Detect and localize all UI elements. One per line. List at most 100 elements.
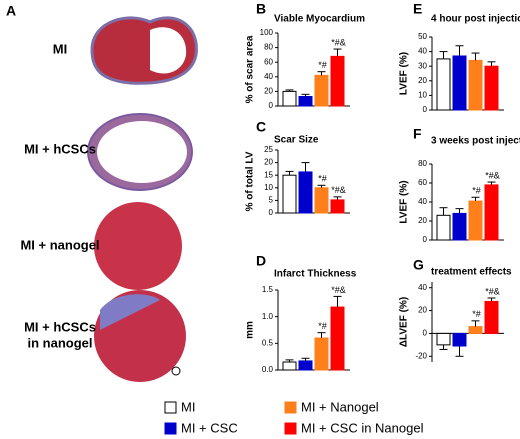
marker <box>171 366 181 376</box>
y-axis-label: LVEF (%) <box>399 180 410 223</box>
y-tick-label: 10 <box>264 183 273 192</box>
bar <box>436 214 451 241</box>
y-tick-label: 0 <box>423 235 428 244</box>
y-tick-label: 0.0 <box>262 365 274 374</box>
y-axis-label: mm <box>245 321 256 339</box>
y-tick-label: 40 <box>264 72 273 81</box>
bar <box>484 184 499 241</box>
legend-swatch <box>164 422 177 435</box>
y-tick-label: 5 <box>269 196 274 205</box>
bar <box>314 187 329 214</box>
legend-label: MI + CSC in Nanogel <box>301 420 424 435</box>
legend-swatch <box>284 422 297 435</box>
y-tick-label: 60 <box>418 178 427 187</box>
chart-title: Infarct Thickness <box>274 269 357 280</box>
tissue <box>100 294 160 330</box>
panel-letter: C <box>256 119 266 135</box>
row-label: MI + hCSCs <box>24 141 96 156</box>
bar <box>436 332 451 346</box>
y-tick-label: 20 <box>264 158 273 167</box>
panel-letter: G <box>413 257 424 273</box>
bar <box>330 55 345 107</box>
y-tick-label: 0.5 <box>262 338 274 347</box>
y-axis-label: ΔLVEF (%) <box>399 297 410 347</box>
y-tick-label: 0 <box>269 208 274 217</box>
y-tick-label: 40 <box>418 47 427 56</box>
y-tick-label: 40 <box>418 283 427 292</box>
bar <box>468 59 483 111</box>
y-tick-label: 1.5 <box>262 285 274 294</box>
annotation: *#& <box>331 37 346 47</box>
bar <box>330 199 345 214</box>
annotation: *# <box>472 186 481 196</box>
bar <box>468 200 483 241</box>
histology <box>87 16 198 382</box>
bar <box>282 90 297 107</box>
bar <box>452 332 467 347</box>
y-tick-label: 30 <box>418 61 427 70</box>
panel-letter: F <box>413 126 422 142</box>
y-tick-label: 15 <box>264 170 273 179</box>
legend-swatch <box>164 401 177 414</box>
annotation: *# <box>472 309 481 319</box>
y-tick-label: 20 <box>418 216 427 225</box>
bar <box>468 326 483 334</box>
bar <box>314 337 329 371</box>
y-tick-label: -20 <box>415 351 427 360</box>
bar <box>282 361 297 371</box>
legend-label: MI + Nanogel <box>301 399 379 414</box>
panel-letter: A <box>6 3 16 19</box>
chart-title: 3 weeks post injection <box>431 136 520 147</box>
y-tick-label: 20 <box>418 76 427 85</box>
annotation: *# <box>318 321 327 331</box>
y-axis-label: % of total LV <box>245 151 256 211</box>
legend-label: MI <box>181 399 195 414</box>
bar <box>436 58 451 111</box>
row-label: in nanogel <box>28 335 93 350</box>
row-label: MI + nanogel <box>20 237 99 252</box>
y-tick-label: 60 <box>264 57 273 66</box>
bar <box>282 174 297 214</box>
chart-title: 4 hour post injection <box>431 14 520 25</box>
tissue-lumen <box>150 27 187 74</box>
bar <box>484 300 499 334</box>
y-tick-label: 80 <box>264 43 273 52</box>
bar <box>452 55 467 111</box>
y-tick-label: 10 <box>418 91 427 100</box>
y-axis-label: LVEF (%) <box>399 52 410 95</box>
y-tick-label: 25 <box>264 145 273 154</box>
annotation: *#& <box>485 170 500 180</box>
chart-title: Viable Myocardium <box>274 14 365 25</box>
legend-swatch <box>284 401 297 414</box>
annotation: *#& <box>331 185 346 195</box>
row-label: MI + hCSCs <box>24 319 96 334</box>
annotation: *#& <box>331 285 346 295</box>
y-tick-label: 50 <box>418 32 427 41</box>
bar <box>298 171 313 214</box>
annotation: *# <box>318 60 327 70</box>
y-axis-label: % of scar area <box>245 35 256 103</box>
y-tick-label: 100 <box>260 28 274 37</box>
y-tick-label: 80 <box>418 159 427 168</box>
bar <box>452 212 467 241</box>
annotation: *#& <box>485 286 500 296</box>
tissue <box>94 202 182 290</box>
tissue-lumen <box>97 121 187 183</box>
y-tick-label: 0 <box>423 105 428 114</box>
panel-letter: D <box>256 253 266 269</box>
bar <box>330 306 345 371</box>
y-tick-label: 20 <box>418 306 427 315</box>
y-tick-label: 0 <box>269 101 274 110</box>
row-label: MI <box>53 41 67 56</box>
bar <box>484 65 499 111</box>
y-tick-label: 1.0 <box>262 312 274 321</box>
chart-title: Scar Size <box>274 135 319 146</box>
annotation: *# <box>318 174 327 184</box>
panel-letter: B <box>256 1 266 17</box>
y-tick-label: 0 <box>423 329 428 338</box>
bar <box>298 96 313 107</box>
bar <box>314 74 329 107</box>
panel-letter: E <box>413 1 422 17</box>
chart-title: treatment effects <box>431 267 512 278</box>
